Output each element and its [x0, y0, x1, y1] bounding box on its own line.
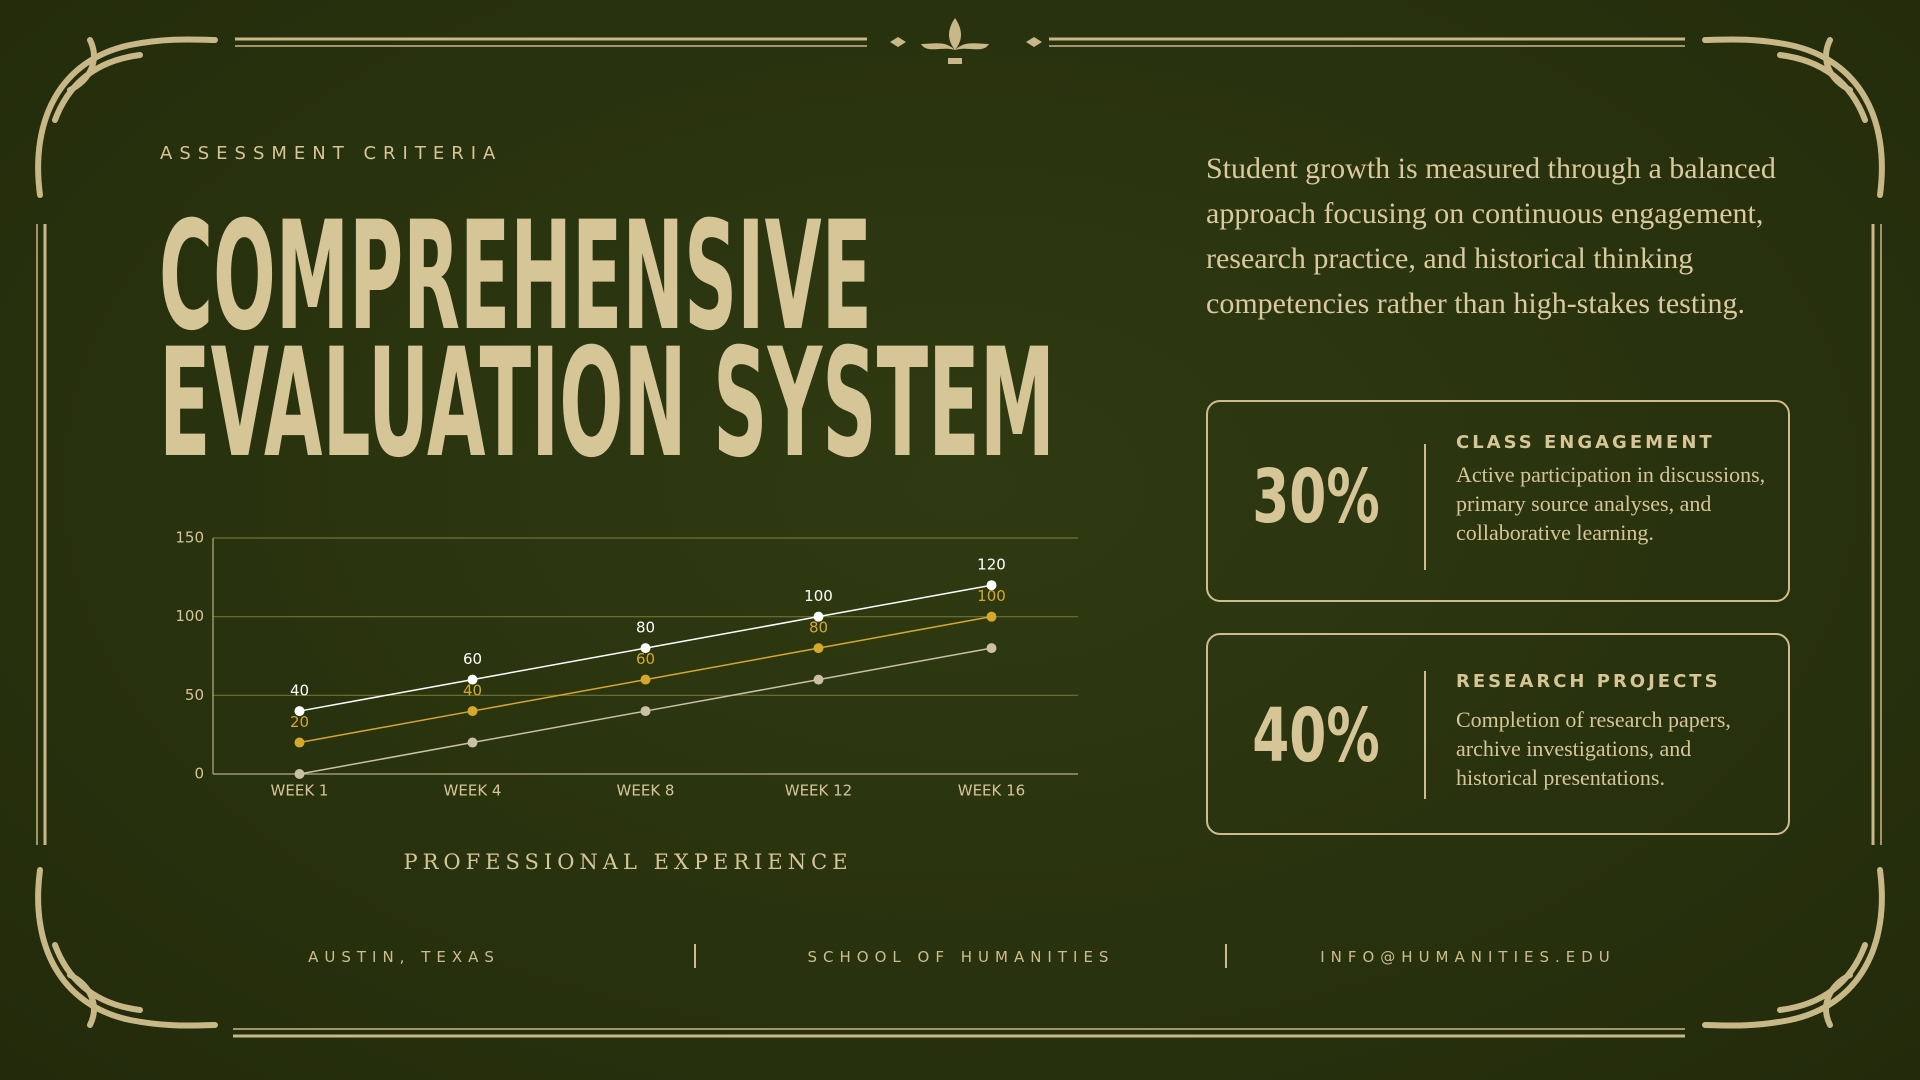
chart-caption: PROFESSIONAL EXPERIENCE — [403, 850, 853, 874]
data-label: 40 — [463, 682, 482, 700]
point — [640, 674, 651, 685]
divider — [1424, 444, 1426, 570]
point — [294, 737, 305, 748]
x-tick-label: WEEK 4 — [444, 782, 502, 800]
card-title: RESEARCH PROJECTS — [1456, 671, 1721, 692]
description: Student growth is measured through a bal… — [1206, 152, 1776, 320]
y-tick-label: 100 — [175, 607, 204, 625]
point — [640, 706, 651, 717]
data-label: 100 — [977, 587, 1006, 605]
x-tick-label: WEEK 16 — [958, 782, 1025, 800]
card: 40% RESEARCH PROJECTS Completion of rese… — [1206, 633, 1790, 835]
point — [467, 737, 478, 748]
footer-divider — [1225, 944, 1227, 968]
data-label: 60 — [636, 650, 655, 668]
footer-item: INFO@HUMANITIES.EDU — [1320, 948, 1616, 966]
card-percent: 30% — [1252, 454, 1380, 540]
y-tick-label: 0 — [194, 765, 204, 783]
y-tick-label: 150 — [175, 529, 204, 547]
footer-divider — [694, 944, 696, 968]
title: COMPREHENSIVE EVALUATION SYSTEM — [159, 190, 1055, 470]
data-label: 80 — [636, 619, 655, 637]
data-label: 120 — [977, 556, 1006, 574]
point — [294, 706, 305, 717]
point — [813, 643, 824, 654]
x-tick-label: WEEK 8 — [617, 782, 675, 800]
card-title: CLASS ENGAGEMENT — [1456, 432, 1715, 453]
data-label: 60 — [463, 650, 482, 668]
data-label: 20 — [290, 713, 309, 731]
y-tick-label: 50 — [185, 686, 204, 704]
title-line: COMPREHENSIVE — [159, 190, 872, 364]
footer-item: SCHOOL OF HUMANITIES — [807, 948, 1115, 966]
data-label: 100 — [804, 587, 833, 605]
card: 30% CLASS ENGAGEMENT Active participatio… — [1206, 400, 1790, 602]
footer-item: AUSTIN, TEXAS — [308, 948, 500, 966]
chart: 0 50 100 150 WEEK 1 WEEK 4 WEEK 8 WEEK 12 WEEK 1… — [175, 529, 1078, 800]
point — [986, 611, 997, 622]
point — [986, 580, 997, 591]
point — [467, 674, 478, 685]
eyebrow: ASSESSMENT CRITERIA — [160, 143, 503, 164]
card-percent: 40% — [1252, 693, 1380, 779]
x-tick-label: WEEK 12 — [785, 782, 852, 800]
divider — [1424, 671, 1426, 799]
data-label: 40 — [290, 682, 309, 700]
point — [640, 643, 651, 654]
point — [986, 643, 997, 654]
title-line: EVALUATION SYSTEM — [159, 317, 1055, 470]
point — [294, 769, 305, 779]
x-tick-label: WEEK 1 — [271, 782, 329, 800]
data-label: 80 — [809, 619, 828, 637]
point — [813, 611, 824, 622]
card-text: Active participation in discussions, pri… — [1456, 462, 1766, 545]
point — [813, 674, 824, 685]
card-text: Completion of research papers, archive i… — [1456, 707, 1731, 790]
point — [467, 706, 478, 717]
